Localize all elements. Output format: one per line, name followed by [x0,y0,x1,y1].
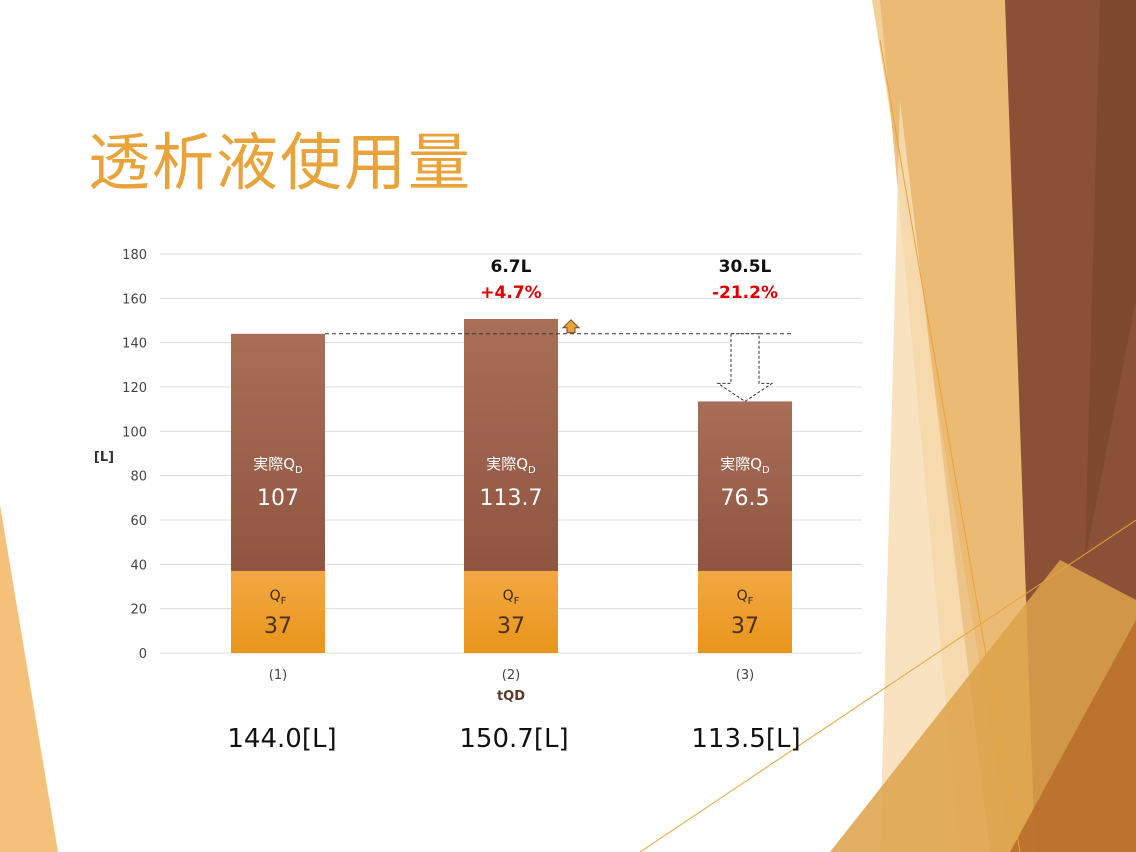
x-tick-label: (1) [269,668,287,683]
slide-title: 透析液使用量 [88,126,473,199]
segment-value-qf: 37 [731,614,759,639]
total-label-2: 150.7[L] [459,724,569,754]
y-tick-label: 140 [122,337,147,352]
y-tick-label: 20 [130,603,147,618]
segment-value-qd: 107 [257,486,299,511]
y-tick-label: 180 [122,248,147,263]
segment-value-qf: 37 [264,614,292,639]
y-tick-label: 60 [130,514,147,529]
subscript: D [528,465,536,476]
segment-label-qd: 実際QD [486,455,536,476]
annotation-percent: +4.7% [480,283,541,303]
subscript: D [762,465,770,476]
decrease-arrow-icon [716,333,774,403]
bar-segment-qf [231,570,325,653]
y-axis-label: [L] [94,450,114,465]
bar-segment-qf [464,570,558,653]
decorative-line [639,519,1136,852]
y-tick-label: 0 [139,647,147,662]
bar-segment-qd [698,401,792,571]
subscript: F [748,596,754,607]
decorative-line-2 [879,39,1021,852]
segment-value-qf: 37 [497,614,525,639]
bar-segment-qd [231,333,325,571]
y-tick-label: 120 [122,381,147,396]
segment-value-qd: 76.5 [721,486,770,511]
x-tick-label: (3) [736,668,754,683]
x-tick-label: (2) [502,668,520,683]
annotation-diff: 6.7L [491,257,532,277]
bar-segment-qd [464,318,558,571]
annotation-percent: -21.2% [712,283,778,303]
subscript: D [295,465,303,476]
annotation-diff: 30.5L [719,257,772,277]
segment-label-qd: 実際QD [253,455,303,476]
y-tick-label: 40 [130,558,147,573]
left-edge-shape [0,505,58,852]
increase-arrow-icon [561,319,581,334]
total-label-1: 144.0[L] [227,724,337,754]
segment-label-qd: 実際QD [720,455,770,476]
bottom-right-facet-dark [1010,620,1136,852]
total-label-3: 113.5[L] [691,724,801,754]
segment-value-qd: 113.7 [480,486,543,511]
subscript: F [514,596,520,607]
y-tick-label: 80 [130,470,147,485]
x-axis-label: tQD [497,689,525,704]
subscript: F [281,596,287,607]
right-facet-pale [880,100,990,852]
y-tick-label: 160 [122,292,147,307]
bar-segment-qf [698,570,792,653]
y-tick-label: 100 [122,425,147,440]
right-facet-darker [1085,0,1136,560]
